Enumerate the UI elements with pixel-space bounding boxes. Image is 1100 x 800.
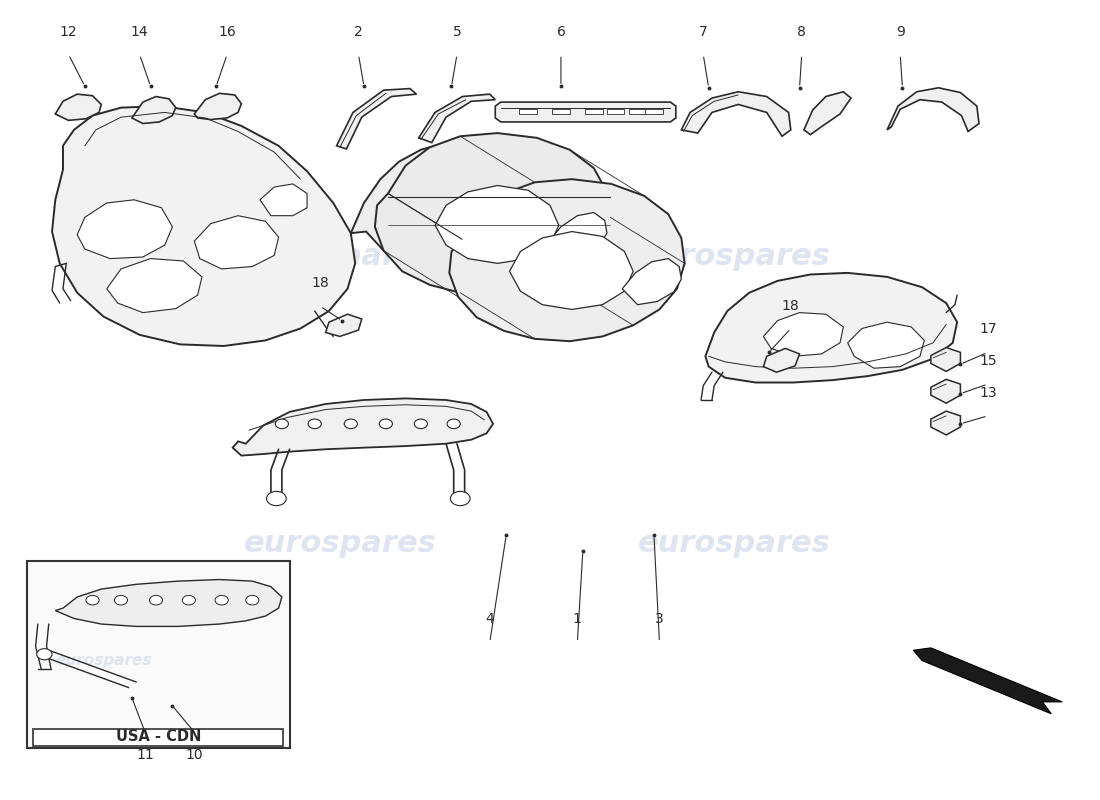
Polygon shape — [52, 106, 355, 346]
Text: 2: 2 — [354, 25, 363, 38]
Text: 1: 1 — [573, 613, 582, 626]
Polygon shape — [931, 411, 960, 435]
Polygon shape — [585, 110, 603, 114]
Circle shape — [86, 595, 99, 605]
Polygon shape — [107, 258, 202, 313]
Polygon shape — [552, 110, 570, 114]
Polygon shape — [388, 194, 462, 239]
Polygon shape — [260, 184, 307, 216]
Polygon shape — [337, 89, 417, 149]
Polygon shape — [195, 94, 241, 119]
Text: 18: 18 — [782, 298, 800, 313]
Polygon shape — [77, 200, 173, 258]
Text: eurospares: eurospares — [243, 529, 437, 558]
Text: 16: 16 — [218, 25, 236, 38]
Polygon shape — [623, 258, 681, 305]
Text: 13: 13 — [979, 386, 997, 400]
Circle shape — [308, 419, 321, 429]
Text: eurospares: eurospares — [638, 242, 830, 271]
Polygon shape — [132, 97, 176, 123]
Text: 12: 12 — [59, 25, 77, 38]
Polygon shape — [913, 648, 1063, 714]
Circle shape — [344, 419, 358, 429]
Circle shape — [245, 595, 258, 605]
Text: 17: 17 — [979, 322, 997, 337]
Text: 11: 11 — [136, 748, 154, 762]
Polygon shape — [436, 186, 559, 263]
Polygon shape — [55, 579, 282, 626]
Circle shape — [379, 419, 393, 429]
Text: 18: 18 — [311, 276, 329, 290]
Circle shape — [114, 595, 128, 605]
Circle shape — [36, 649, 52, 660]
Polygon shape — [804, 92, 851, 134]
Polygon shape — [705, 273, 957, 382]
Polygon shape — [848, 322, 924, 368]
Text: eurospares: eurospares — [243, 242, 437, 271]
Circle shape — [275, 419, 288, 429]
Circle shape — [447, 419, 460, 429]
Text: 10: 10 — [186, 748, 204, 762]
Polygon shape — [375, 133, 610, 295]
Text: 5: 5 — [452, 25, 461, 38]
Text: 15: 15 — [979, 354, 997, 368]
Text: eurospares: eurospares — [638, 529, 830, 558]
Text: 3: 3 — [656, 613, 663, 626]
Polygon shape — [607, 110, 625, 114]
Polygon shape — [763, 348, 800, 372]
FancyBboxPatch shape — [33, 729, 283, 746]
Polygon shape — [763, 313, 844, 356]
Circle shape — [216, 595, 228, 605]
FancyBboxPatch shape — [26, 562, 289, 748]
Polygon shape — [449, 179, 684, 342]
Circle shape — [450, 491, 470, 506]
Polygon shape — [931, 379, 960, 403]
Polygon shape — [495, 102, 675, 122]
Text: 9: 9 — [895, 25, 904, 38]
Polygon shape — [509, 231, 634, 310]
Polygon shape — [548, 213, 607, 258]
Polygon shape — [931, 347, 960, 371]
Text: eurospares: eurospares — [55, 653, 152, 668]
Polygon shape — [629, 110, 647, 114]
Circle shape — [415, 419, 428, 429]
Polygon shape — [646, 110, 662, 114]
Polygon shape — [419, 94, 495, 142]
Polygon shape — [887, 88, 979, 131]
Text: 7: 7 — [698, 25, 707, 38]
Polygon shape — [351, 139, 581, 285]
Polygon shape — [232, 398, 493, 456]
Text: 6: 6 — [557, 25, 565, 38]
Polygon shape — [519, 110, 537, 114]
Text: 14: 14 — [131, 25, 149, 38]
Text: USA - CDN: USA - CDN — [116, 730, 201, 744]
Circle shape — [150, 595, 163, 605]
Circle shape — [183, 595, 196, 605]
Polygon shape — [681, 92, 791, 136]
Polygon shape — [326, 314, 362, 337]
Polygon shape — [195, 216, 278, 269]
Text: 4: 4 — [485, 613, 494, 626]
Text: 8: 8 — [798, 25, 806, 38]
Circle shape — [266, 491, 286, 506]
Polygon shape — [55, 94, 101, 120]
